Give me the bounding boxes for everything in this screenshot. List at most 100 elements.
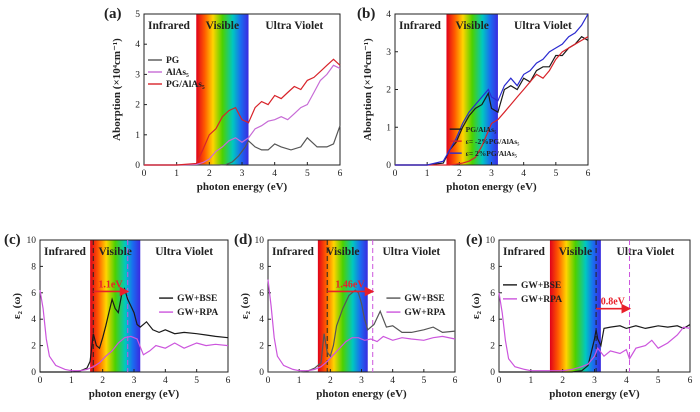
legend-entry: ε= -2%PG/AlAs₅ xyxy=(466,137,520,146)
legend-entry: PG xyxy=(166,56,180,66)
x-axis-title: photon energy (eV) xyxy=(197,181,288,193)
y-tick-label: 3 xyxy=(386,48,391,58)
region-label-infrared: Infrared xyxy=(503,246,546,258)
x-tick-label: 6 xyxy=(453,376,458,386)
x-axis-title: photon energy (eV) xyxy=(446,181,537,193)
y-tick-label: 10 xyxy=(255,236,265,246)
x-tick-label: 0 xyxy=(38,376,43,386)
x-axis-title: photon energy (eV) xyxy=(549,388,640,400)
x-tick-label: 2 xyxy=(100,376,105,386)
x-tick-label: 3 xyxy=(132,376,137,386)
series-line-e-0 xyxy=(499,323,691,373)
x-tick-label: 5 xyxy=(194,376,199,386)
x-tick-label: 4 xyxy=(521,169,526,179)
legend-entry: GW+RPA xyxy=(177,308,218,318)
x-axis-title: photon energy (eV) xyxy=(316,388,407,400)
region-label-infrared: Infrared xyxy=(272,246,315,258)
panel-label: (d) xyxy=(234,232,252,248)
series-line-d-0 xyxy=(268,289,456,373)
legend-entry: AlAs₅ xyxy=(166,68,189,78)
y-tick-label: 1 xyxy=(135,131,140,141)
y-tick-label: 10 xyxy=(27,236,37,246)
x-tick-label: 2 xyxy=(207,169,212,179)
series-line-a-1 xyxy=(144,64,341,166)
legend-entry: GW+BSE xyxy=(177,294,217,304)
y-tick-label: 1 xyxy=(386,123,391,133)
y-tick-label: 2 xyxy=(386,86,391,96)
y-tick-label: 0 xyxy=(135,161,140,171)
y-tick-label: 6 xyxy=(31,289,36,299)
x-tick-label: 0 xyxy=(266,376,271,386)
panel-label: (a) xyxy=(104,6,122,22)
y-tick-label: 4 xyxy=(490,315,495,325)
y-tick-label: 8 xyxy=(259,262,264,272)
y-tick-label: 5 xyxy=(135,10,140,20)
x-tick-label: 3 xyxy=(240,169,245,179)
x-tick-label: 2 xyxy=(457,169,462,179)
chart-panel-d: Infrared Visible Ultra Violet 0 1 2 3 4 5 6 0 2 4 6 8 1… xyxy=(234,232,458,400)
panel-label: (b) xyxy=(357,6,375,22)
x-tick-label: 4 xyxy=(624,376,629,386)
y-axis-title: Aborption (×10⁴cm⁻¹) xyxy=(362,38,374,141)
y-tick-label: 2 xyxy=(490,342,495,352)
y-tick-label: 6 xyxy=(259,289,264,299)
visible-spectrum-band xyxy=(317,240,368,372)
x-tick-label: 4 xyxy=(272,169,277,179)
y-axis-title: ε₂ (ω) xyxy=(470,293,482,319)
region-label-ultraviolet: Ultra Violet xyxy=(155,246,213,258)
y-tick-label: 8 xyxy=(490,262,495,272)
panel-label: (e) xyxy=(466,232,483,248)
chart-panel-a: Infrared Visible Ultra Violet 0 1 2 3 4 5 6 0 1 2 3 4 5… xyxy=(104,6,343,193)
y-tick-label: 0 xyxy=(386,161,391,171)
region-label-visible: Visible xyxy=(455,20,488,32)
legend-entry: GW+RPA xyxy=(404,308,445,318)
y-tick-label: 3 xyxy=(135,70,140,80)
y-axis-title: Aborption (×10⁴cm⁻¹) xyxy=(111,38,123,141)
legend-entry: GW+RPA xyxy=(521,295,562,305)
x-tick-label: 4 xyxy=(163,376,168,386)
y-tick-label: 0 xyxy=(259,368,264,378)
visible-spectrum-band xyxy=(90,240,141,372)
region-label-ultraviolet: Ultra Violet xyxy=(514,20,572,32)
annotation-label: 0.8eV xyxy=(601,297,626,308)
region-label-visible: Visible xyxy=(559,246,592,258)
series-line-b-0 xyxy=(395,35,589,166)
region-label-visible: Visible xyxy=(326,246,359,258)
x-tick-label: 1 xyxy=(174,169,179,179)
series-line-e-1 xyxy=(498,292,691,372)
y-tick-label: 4 xyxy=(386,10,391,20)
x-tick-label: 4 xyxy=(390,376,395,386)
x-tick-label: 1 xyxy=(69,376,74,386)
region-label-visible: Visible xyxy=(98,246,131,258)
region-label-infrared: Infrared xyxy=(148,20,191,32)
x-tick-label: 0 xyxy=(142,169,147,179)
x-tick-label: 6 xyxy=(688,376,693,386)
y-tick-label: 4 xyxy=(31,315,36,325)
y-tick-label: 2 xyxy=(259,342,264,352)
x-tick-label: 6 xyxy=(226,376,231,386)
x-tick-label: 0 xyxy=(497,376,502,386)
x-tick-label: 3 xyxy=(359,376,364,386)
legend-entry: GW+BSE xyxy=(404,294,444,304)
x-tick-label: 1 xyxy=(297,376,302,386)
x-tick-label: 1 xyxy=(425,169,430,179)
y-axis-title: ε₂ (ω) xyxy=(239,293,251,319)
y-tick-label: 2 xyxy=(135,101,140,111)
x-tick-label: 1 xyxy=(528,376,533,386)
x-tick-label: 2 xyxy=(328,376,333,386)
chart-panel-c: Infrared Visible Ultra Violet 0 1 2 3 4 5 6 0 2 4 6 8 1… xyxy=(4,232,231,400)
x-tick-label: 3 xyxy=(489,169,494,179)
y-tick-label: 8 xyxy=(31,262,36,272)
series-line-d-1 xyxy=(267,279,456,372)
region-label-ultraviolet: Ultra Violet xyxy=(265,20,323,32)
legend-entry: ε= 2%PG/AlAs₅ xyxy=(466,149,518,158)
x-axis-title: photon energy (eV) xyxy=(89,388,180,400)
legend-entry: PG/AlAs₅ xyxy=(166,80,205,90)
series-line-b-1 xyxy=(395,36,589,166)
x-tick-label: 5 xyxy=(656,376,661,386)
panel-label: (c) xyxy=(4,232,21,248)
y-tick-label: 4 xyxy=(259,315,264,325)
y-tick-label: 4 xyxy=(135,40,140,50)
series-line-b-2 xyxy=(395,13,589,166)
